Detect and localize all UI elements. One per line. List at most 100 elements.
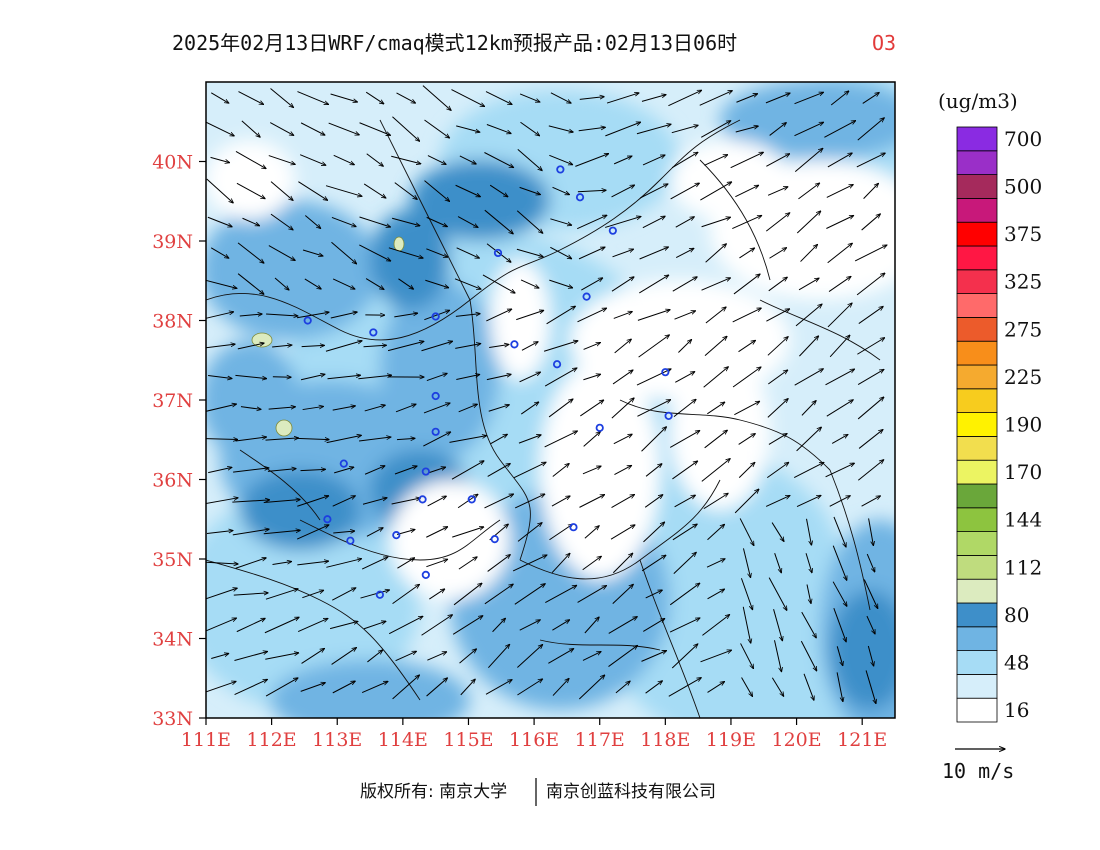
wind-arrow xyxy=(266,314,298,316)
wind-arrow xyxy=(552,186,570,194)
wind-arrow xyxy=(707,402,724,415)
wind-arrow xyxy=(267,469,296,472)
wind-arrow xyxy=(668,678,701,697)
wind-arrow xyxy=(700,182,731,201)
legend-swatch xyxy=(956,650,998,675)
species-label: O3 xyxy=(872,31,896,55)
wind-arrow xyxy=(458,557,477,570)
chart-title: 2025年02月13日WRF/cmaq模式12km预报产品:02月13日06时 xyxy=(172,31,737,55)
wind-arrow xyxy=(237,242,264,263)
city-marker xyxy=(575,193,585,202)
wind-arrow xyxy=(701,278,731,291)
wind-arrow xyxy=(206,344,235,349)
wind-arrow xyxy=(487,464,511,477)
wind-arrow xyxy=(637,310,670,321)
city-marker xyxy=(421,467,430,476)
wind-arrow xyxy=(486,124,511,133)
wind-arrow xyxy=(517,679,542,696)
wind-arrow xyxy=(552,620,569,631)
wind-arrow xyxy=(392,584,420,605)
wind-arrow xyxy=(395,651,417,662)
wind-arrow xyxy=(546,306,576,325)
wind-arrow xyxy=(774,640,781,671)
wind-arrow xyxy=(577,586,607,603)
wind-arrow xyxy=(700,650,732,663)
legend-swatch xyxy=(956,245,998,271)
wind-arrow xyxy=(614,465,631,475)
wind-arrow xyxy=(670,183,700,200)
wind-arrow xyxy=(270,181,293,201)
wind-arrow xyxy=(520,279,539,288)
wind-arrow xyxy=(639,247,669,260)
legend-swatch xyxy=(956,435,998,461)
wind-arrow xyxy=(211,653,229,659)
wind-arrow xyxy=(332,406,356,411)
y-tick-label: 35N xyxy=(152,549,193,571)
legend-swatch xyxy=(956,507,998,532)
wind-arrow xyxy=(486,309,511,322)
wind-arrow xyxy=(208,467,232,474)
wind-arrow xyxy=(455,314,480,317)
wind-arrow xyxy=(580,400,603,417)
wind-arrow xyxy=(827,153,852,168)
border-line xyxy=(639,559,701,718)
wind-arrow xyxy=(641,95,666,102)
wind-arrow xyxy=(705,307,726,324)
border-line xyxy=(206,249,561,341)
wind-arrow xyxy=(826,185,853,198)
wind-arrow xyxy=(642,216,665,229)
legend-swatch xyxy=(956,674,998,699)
wind-arrow xyxy=(297,496,328,507)
wind-arrow xyxy=(264,617,299,634)
border-line xyxy=(829,469,871,611)
wind-arrow xyxy=(302,249,323,256)
wind-arrow xyxy=(365,91,384,104)
wind-arrow xyxy=(578,247,605,260)
wind-arrow xyxy=(486,243,511,263)
legend-swatch xyxy=(956,150,998,176)
wind-arrow xyxy=(552,678,569,696)
wind-arrow xyxy=(766,309,789,322)
wind-arrow xyxy=(610,525,635,540)
wind-arrow xyxy=(458,404,478,413)
wind-arrow xyxy=(805,553,812,572)
wind-arrow xyxy=(605,217,641,228)
wind-arrow xyxy=(798,278,819,291)
wind-arrow xyxy=(363,621,386,630)
wind-arrow xyxy=(265,589,298,600)
wind-arrow xyxy=(612,584,634,605)
wind-arrow xyxy=(739,248,754,259)
wind-arrow xyxy=(234,679,268,696)
x-tick-label: 118E xyxy=(640,729,690,751)
wind-arrow xyxy=(263,530,300,535)
wind-arrow xyxy=(856,273,885,296)
wind-arrow xyxy=(771,677,783,697)
wind-arrow xyxy=(514,494,545,509)
wind-arrow xyxy=(578,675,604,700)
x-tick-label: 111E xyxy=(181,729,231,751)
map-panel xyxy=(205,81,896,719)
wind-arrow xyxy=(206,178,234,203)
legend-swatch xyxy=(956,269,998,294)
wind-arrow xyxy=(332,496,356,507)
wind-arrow xyxy=(794,369,824,386)
legend-swatch xyxy=(956,316,998,342)
wind-arrow xyxy=(733,274,760,295)
wind-arrow xyxy=(426,373,447,382)
wind-arrow xyxy=(301,649,325,664)
wind-arrow xyxy=(583,343,601,350)
wind-arrow xyxy=(298,181,327,201)
city-marker xyxy=(661,368,670,377)
wind-arrow xyxy=(234,652,267,661)
wind-arrow xyxy=(492,618,506,633)
wind-arrow xyxy=(583,374,600,381)
border-line xyxy=(299,519,501,561)
wind-arrow xyxy=(637,400,670,417)
wind-arrow xyxy=(296,438,329,439)
wind-arrow xyxy=(768,277,788,292)
o3-hotspot xyxy=(393,236,405,252)
wind-arrow xyxy=(394,466,417,475)
wind-arrow xyxy=(206,681,236,693)
border-line xyxy=(539,639,661,651)
y-tick-label: 34N xyxy=(152,629,193,651)
